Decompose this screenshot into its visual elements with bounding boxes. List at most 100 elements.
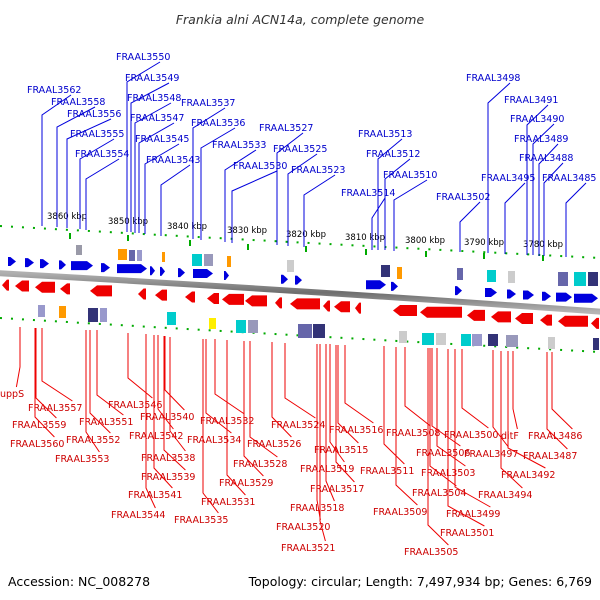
forward-gene-label[interactable]: FRAAL3543 [146,155,200,166]
reverse-gene-arrow [275,297,282,309]
reverse-gene-label[interactable]: ditF [501,431,519,442]
reverse-gene-labels: uppS FRAAL3557 FRAAL3559 FRAAL3560 FRAAL3551… [0,327,582,558]
reverse-gene-label[interactable]: FRAAL3546 [108,400,162,411]
forward-gene-arrow [542,291,551,301]
forward-gene-label[interactable]: FRAAL3554 [75,149,129,160]
forward-gene-label[interactable]: FRAAL3523 [291,165,345,176]
forward-gene-label[interactable]: FRAAL3527 [259,123,313,134]
reverse-gene-label[interactable]: FRAAL3524 [271,420,325,431]
forward-gene-leader [231,170,278,243]
scale-tick-label: 3830 kbp [227,226,267,236]
forward-gene-label[interactable]: FRAAL3485 [542,173,596,184]
reverse-gene-label[interactable]: FRAAL3539 [141,472,195,483]
forward-gene-label[interactable]: FRAAL3502 [436,192,490,203]
forward-gene-label[interactable]: FRAAL3533 [212,140,266,151]
reverse-gene-label[interactable]: FRAAL3538 [141,453,195,464]
forward-gene-leader [532,123,555,255]
reverse-gene-label[interactable]: FRAAL3497 [464,449,518,460]
forward-gene-label[interactable]: FRAAL3530 [233,161,287,172]
reverse-gene-label[interactable]: FRAAL3517 [310,484,364,495]
reverse-gene-label[interactable]: FRAAL3551 [79,417,133,428]
reverse-gene-label[interactable]: FRAAL3526 [247,439,301,450]
reverse-gene-label[interactable]: FRAAL3515 [314,445,368,456]
forward-gene-label[interactable]: FRAAL3545 [135,134,189,145]
reverse-gene-label[interactable]: FRAAL3535 [174,515,228,526]
reverse-gene-label[interactable]: FRAAL3492 [501,470,555,481]
reverse-gene-label[interactable]: FRAAL3518 [290,503,344,514]
forward-gene-label[interactable]: FRAAL3550 [116,52,170,63]
reverse-gene-label[interactable]: FRAAL3553 [55,454,109,465]
reverse-gene-label[interactable]: FRAAL3501 [440,528,494,539]
forward-gene-label[interactable]: FRAAL3495 [481,173,535,184]
forward-gene-leader [384,158,411,250]
reverse-gene-label[interactable]: FRAAL3504 [412,488,466,499]
forward-gene-label[interactable]: FRAAL3514 [341,188,395,199]
reverse-gene-label[interactable]: FRAAL3540 [140,412,194,423]
scale-tick-label: 3810 kbp [345,233,385,243]
forward-gene-leader [377,138,403,250]
reverse-gene-label[interactable]: FRAAL3529 [219,478,273,489]
reverse-gene-label[interactable]: FRAAL3500 [444,430,498,441]
reverse-gene-label[interactable]: FRAAL3509 [373,507,427,518]
reverse-gene-label[interactable]: FRAAL3542 [129,431,183,442]
forward-gene-leader [526,104,549,255]
reverse-gene-arrow [207,292,219,304]
reverse-gene-leader [169,337,186,452]
reverse-gene-leader [226,340,246,496]
forward-gene-label[interactable]: FRAAL3510 [383,170,437,181]
reverse-gene-leader [249,341,278,458]
reverse-gene-label[interactable]: FRAAL3560 [10,439,64,450]
forward-gene-label[interactable]: FRAAL3525 [273,144,327,155]
reverse-gene-label[interactable]: FRAAL3508 [386,428,440,439]
forward-gene-label[interactable]: FRAAL3513 [358,129,412,140]
reverse-gene-label[interactable]: FRAAL3521 [281,543,335,554]
forward-gene-label[interactable]: FRAAL3555 [70,129,124,140]
forward-gene-label[interactable]: FRAAL3548 [127,93,181,104]
reverse-gene-label[interactable]: uppS [0,389,24,400]
reverse-gene-label[interactable]: FRAAL3559 [12,420,66,431]
forward-gene-label[interactable]: FRAAL3549 [125,73,179,84]
reverse-gene-leader [202,339,219,514]
reverse-gene-label[interactable]: FRAAL3487 [523,451,577,462]
reverse-gene-arrow [393,305,417,317]
forward-gene-label[interactable]: FRAAL3556 [67,109,121,120]
reverse-gene-arrow [420,306,462,318]
forward-gene-label[interactable]: FRAAL3536 [191,118,245,129]
reverse-gene-label[interactable]: FRAAL3511 [360,466,414,477]
forward-gene-arrow [281,274,288,284]
reverse-gene-label[interactable]: FRAAL3541 [128,490,182,501]
reverse-gene-label[interactable]: FRAAL3499 [446,509,500,520]
forward-gene-arrow [178,268,185,278]
reverse-gene-leader [329,344,345,463]
forward-gene-label[interactable]: FRAAL3512 [366,149,420,160]
forward-gene-leader [41,94,72,226]
forward-gene-label[interactable]: FRAAL3491 [504,95,558,106]
reverse-gene-label[interactable]: FRAAL3552 [66,435,120,446]
forward-gene-label[interactable]: FRAAL3562 [27,85,81,96]
reverse-gene-label[interactable]: FRAAL3528 [233,459,287,470]
feature-blocks [38,245,599,350]
scale-tick-label: 3800 kbp [405,236,445,246]
forward-gene-arrow [224,271,229,281]
forward-gene-arrow [507,289,516,299]
reverse-gene-label[interactable]: FRAAL3534 [187,435,241,446]
forward-gene-label[interactable]: FRAAL3490 [510,114,564,125]
reverse-gene-label[interactable]: FRAAL3506 [416,448,470,459]
reverse-gene-label[interactable]: FRAAL3519 [300,464,354,475]
reverse-gene-label[interactable]: FRAAL3544 [111,510,165,521]
forward-gene-arrow [193,269,213,279]
forward-gene-label[interactable]: FRAAL3488 [519,153,573,164]
forward-gene-label[interactable]: FRAAL3547 [130,113,184,124]
forward-gene-label[interactable]: FRAAL3558 [51,97,105,108]
forward-gene-label[interactable]: FRAAL3498 [466,73,520,84]
reverse-gene-label[interactable]: FRAAL3557 [28,403,82,414]
reverse-gene-label[interactable]: FRAAL3505 [404,547,458,558]
reverse-gene-leader [271,342,292,438]
reverse-gene-label[interactable]: FRAAL3520 [276,522,330,533]
reverse-gene-label[interactable]: FRAAL3516 [329,425,383,436]
reverse-gene-label[interactable]: FRAAL3494 [478,490,532,501]
forward-gene-label[interactable]: FRAAL3489 [514,134,568,145]
forward-gene-label[interactable]: FRAAL3537 [181,98,235,109]
reverse-gene-label[interactable]: FRAAL3531 [201,497,255,508]
